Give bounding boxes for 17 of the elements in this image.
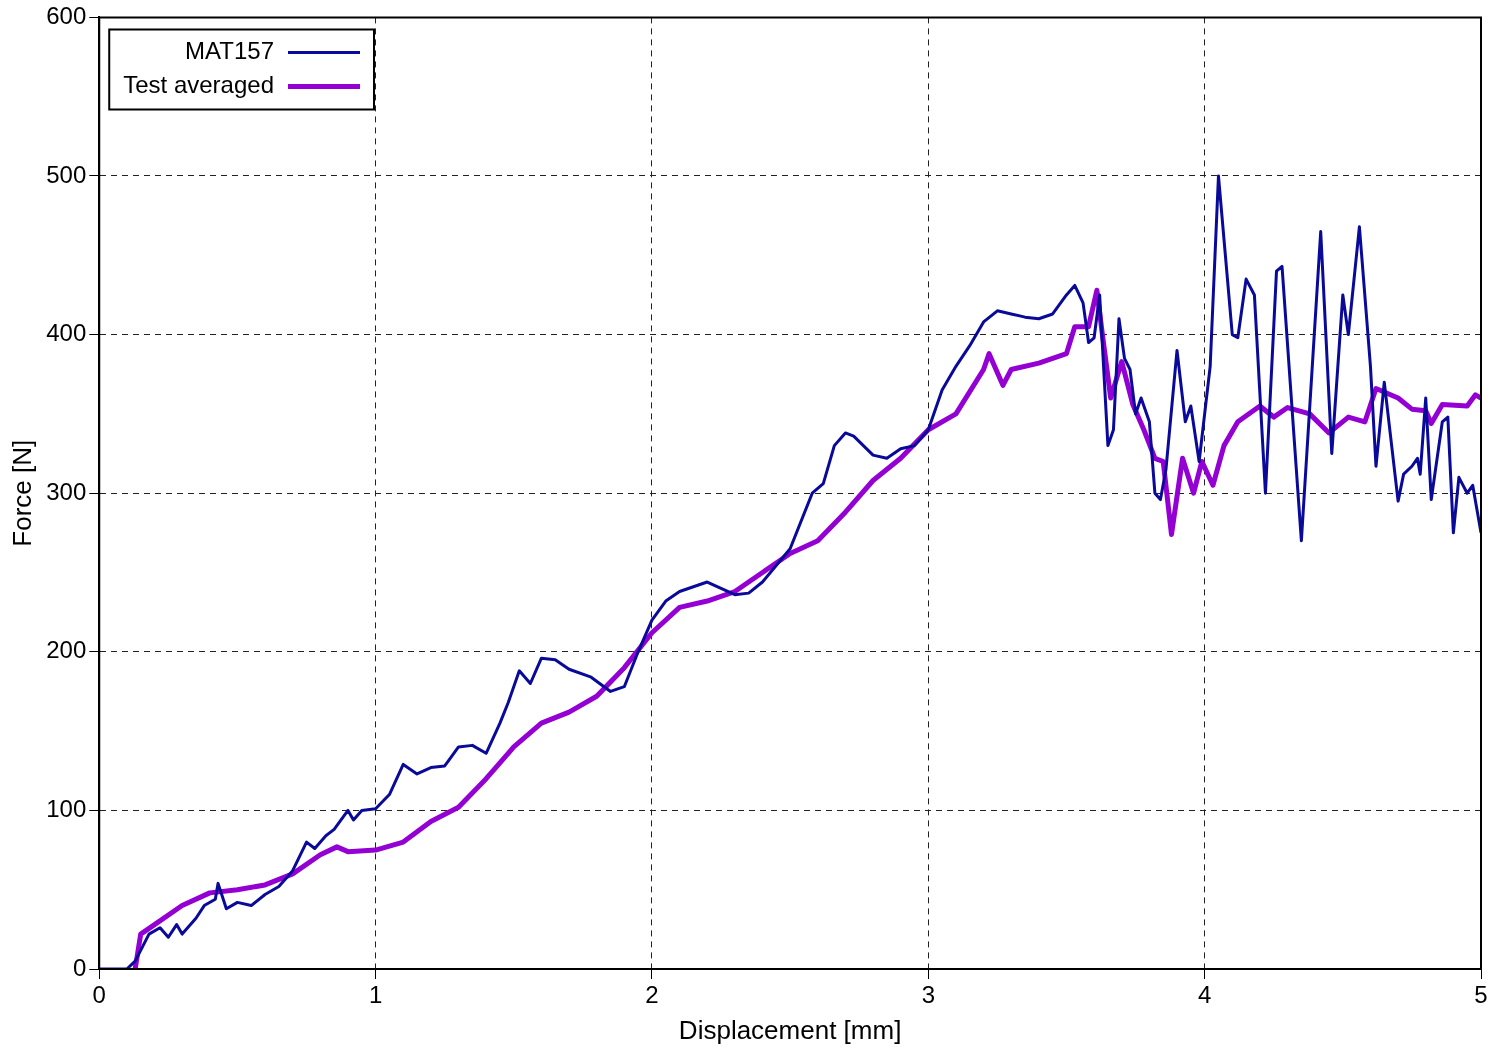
x-tick-label: 1 (368, 981, 383, 1009)
legend-label: Test averaged (123, 71, 274, 99)
legend-label: MAT157 (185, 37, 274, 65)
y-tick-label: 100 (46, 795, 87, 823)
x-tick-label: 4 (1197, 981, 1212, 1009)
y-tick-label: 500 (46, 160, 87, 188)
y-tick-label: 300 (46, 477, 87, 505)
y-tick-label: 0 (72, 953, 87, 981)
y-tick-label: 200 (46, 636, 87, 664)
x-tick-label: 2 (645, 981, 659, 1009)
x-axis-title: Displacement [mm] (678, 1014, 902, 1045)
y-tick-label: 600 (46, 2, 87, 30)
y-tick-label: 400 (46, 319, 87, 347)
x-tick-label: 5 (1474, 981, 1488, 1009)
x-tick-label: 3 (921, 981, 935, 1009)
x-tick-label: 0 (92, 981, 106, 1009)
y-axis-title: Force [N] (6, 439, 37, 547)
